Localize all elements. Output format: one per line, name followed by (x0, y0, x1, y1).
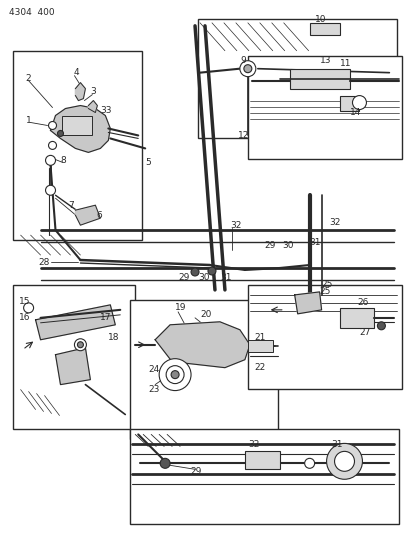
Text: 2: 2 (26, 74, 31, 83)
Circle shape (208, 267, 216, 275)
Text: 12: 12 (238, 131, 249, 140)
Text: 30: 30 (198, 273, 210, 282)
Circle shape (24, 303, 33, 313)
Polygon shape (51, 106, 110, 152)
Text: 27: 27 (359, 328, 371, 337)
Bar (130, 430, 399, 524)
Text: 1: 1 (26, 116, 31, 125)
Text: 7: 7 (69, 201, 74, 209)
Circle shape (335, 451, 355, 471)
Circle shape (305, 458, 315, 469)
Text: 28: 28 (39, 257, 50, 266)
Polygon shape (89, 101, 98, 112)
Circle shape (46, 185, 55, 195)
Text: 32: 32 (248, 440, 259, 449)
Circle shape (46, 156, 55, 165)
Text: 14: 14 (350, 108, 361, 117)
Polygon shape (35, 305, 115, 340)
Bar (248, 340, 273, 352)
Text: 4: 4 (73, 68, 79, 77)
Text: 32: 32 (330, 217, 341, 227)
Text: 8: 8 (60, 156, 66, 165)
Text: 4304  400: 4304 400 (9, 9, 54, 18)
Circle shape (191, 268, 199, 276)
Text: 30: 30 (283, 240, 294, 249)
Circle shape (160, 458, 170, 469)
Text: 26: 26 (357, 298, 369, 308)
Text: 9: 9 (240, 56, 246, 65)
Circle shape (240, 61, 256, 77)
Text: 17: 17 (100, 313, 112, 322)
Bar (62, 116, 92, 135)
Circle shape (58, 131, 64, 136)
Polygon shape (55, 348, 91, 385)
Circle shape (74, 339, 86, 351)
Text: 25: 25 (322, 280, 333, 289)
Bar (339, 308, 375, 328)
Circle shape (49, 122, 56, 130)
Circle shape (171, 370, 179, 378)
Bar (290, 69, 350, 88)
Circle shape (326, 443, 362, 479)
Polygon shape (295, 292, 322, 314)
Text: 24: 24 (148, 365, 160, 374)
Text: 29: 29 (190, 467, 202, 476)
Bar (245, 451, 280, 470)
Bar (339, 95, 359, 110)
Text: 13: 13 (319, 56, 331, 65)
Text: 25: 25 (319, 287, 331, 296)
Circle shape (377, 322, 386, 330)
Polygon shape (75, 83, 85, 101)
Bar (13, 285, 135, 430)
Bar (310, 23, 339, 35)
Text: 31: 31 (220, 273, 231, 282)
Circle shape (353, 95, 366, 110)
Text: 31: 31 (332, 440, 343, 449)
Bar (13, 51, 142, 240)
Text: 33: 33 (100, 106, 112, 115)
Circle shape (166, 366, 184, 384)
Text: 23: 23 (148, 385, 160, 394)
Text: 18: 18 (109, 333, 120, 342)
Bar (130, 300, 278, 439)
Text: 20: 20 (200, 310, 211, 319)
Text: 31: 31 (310, 238, 321, 247)
Text: 11: 11 (339, 59, 351, 68)
Circle shape (49, 141, 56, 149)
Text: 10: 10 (315, 15, 326, 25)
Bar (248, 56, 402, 159)
Text: 15: 15 (19, 297, 30, 306)
Polygon shape (75, 205, 100, 225)
Circle shape (159, 359, 191, 391)
Text: 19: 19 (175, 303, 186, 312)
Text: 21: 21 (255, 333, 266, 342)
Text: 16: 16 (19, 313, 30, 322)
Text: 22: 22 (255, 363, 266, 372)
Text: 32: 32 (230, 221, 241, 230)
Text: 5: 5 (145, 158, 151, 167)
Text: 29: 29 (178, 273, 189, 282)
Text: 6: 6 (96, 211, 102, 220)
Bar (248, 285, 402, 389)
Text: 3: 3 (91, 87, 96, 96)
Circle shape (78, 342, 83, 348)
Polygon shape (155, 322, 250, 368)
Text: 29: 29 (265, 240, 276, 249)
Circle shape (244, 64, 252, 72)
Bar (198, 19, 397, 139)
